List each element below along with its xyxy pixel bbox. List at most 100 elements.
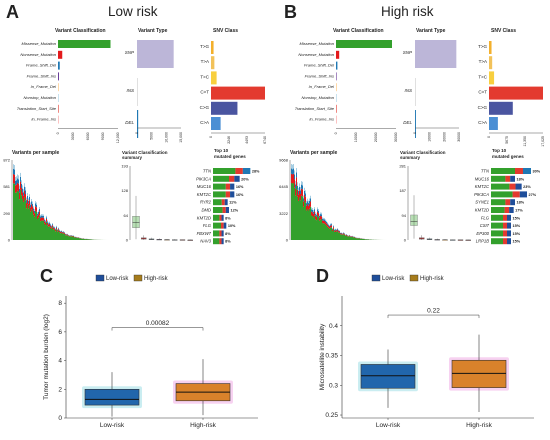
variants-per-sample-bar bbox=[338, 232, 339, 240]
variants-per-sample-bar bbox=[31, 198, 32, 202]
variants-per-sample-bar bbox=[301, 184, 302, 189]
top-gene-bar bbox=[219, 230, 222, 237]
variants-per-sample-bar bbox=[292, 169, 293, 175]
variants-per-sample-bar bbox=[329, 228, 330, 240]
variants-per-sample-bar bbox=[62, 231, 63, 233]
p-value-label: 0.00082 bbox=[146, 320, 170, 327]
variants-per-sample-bar bbox=[313, 213, 314, 218]
snv-class-bar bbox=[211, 71, 217, 85]
top-gene-bar bbox=[505, 199, 511, 206]
legend-label-high: High-risk bbox=[144, 276, 169, 282]
variants-per-sample-bar bbox=[339, 232, 340, 240]
variants-per-sample-bar bbox=[325, 220, 326, 223]
y-tick-label: 0.25 bbox=[325, 412, 338, 419]
top-gene-pct: 15% bbox=[513, 232, 521, 236]
top-gene-pct: 10% bbox=[228, 224, 236, 228]
variants-per-sample-title: Variants per sample bbox=[290, 150, 337, 156]
variants-per-sample-bar bbox=[312, 212, 313, 217]
variant-class-bar bbox=[58, 50, 63, 59]
variants-per-sample-bar bbox=[358, 238, 359, 240]
variants-per-sample-bar bbox=[314, 207, 315, 210]
snv-class-label: C>G bbox=[200, 105, 210, 110]
variants-per-sample-bar bbox=[42, 217, 43, 221]
variant-type-bar bbox=[137, 40, 174, 68]
variants-per-sample-bar bbox=[304, 187, 305, 191]
variant-class-bar bbox=[58, 115, 59, 124]
variants-per-sample-bar bbox=[296, 177, 297, 187]
variants-per-sample-bar bbox=[67, 234, 68, 236]
variants-per-sample-bar bbox=[66, 234, 67, 236]
variants-per-sample-bar bbox=[19, 192, 20, 200]
variants-per-sample-bar bbox=[21, 183, 22, 189]
variants-per-sample-bar bbox=[337, 228, 338, 230]
variants-per-sample-bar bbox=[335, 231, 336, 240]
variants-per-sample-bar bbox=[48, 222, 49, 224]
variants-per-sample-bar bbox=[309, 198, 310, 201]
snv-class-bar bbox=[489, 71, 495, 85]
variants-per-sample-bar bbox=[16, 192, 17, 240]
top-gene-bar bbox=[221, 230, 224, 237]
variants-per-sample-bar bbox=[62, 232, 63, 234]
vc-summary-title-2: summary bbox=[400, 155, 421, 160]
vcs-tick-label: 0 bbox=[126, 238, 129, 243]
variants-per-sample-bar bbox=[336, 229, 337, 230]
variants-per-sample-bar bbox=[18, 183, 19, 192]
variants-per-sample-bar bbox=[17, 174, 18, 179]
variants-per-sample-bar bbox=[30, 211, 31, 240]
variants-per-sample-bar bbox=[297, 182, 298, 186]
variants-per-sample-bar bbox=[22, 188, 23, 193]
variants-per-sample-bar bbox=[315, 212, 316, 214]
variants-per-sample-bar bbox=[54, 227, 55, 229]
variants-per-sample-bar bbox=[24, 197, 25, 240]
x-tick-label: High-risk bbox=[190, 422, 216, 429]
top-gene-bar bbox=[224, 199, 228, 206]
variants-per-sample-bar bbox=[42, 214, 43, 216]
variants-per-sample-bar bbox=[66, 235, 67, 240]
variants-per-sample-bar bbox=[56, 226, 57, 228]
variants-per-sample-bar bbox=[298, 200, 299, 240]
variants-per-sample-bar bbox=[297, 196, 298, 240]
top-gene-bar bbox=[225, 207, 229, 213]
top-gene-bar bbox=[504, 207, 510, 213]
box-body bbox=[451, 359, 507, 388]
variant-type-label: SNP bbox=[403, 50, 412, 55]
variants-per-sample-bar bbox=[293, 183, 294, 240]
top-gene-pct: 17% bbox=[515, 209, 523, 213]
variants-per-sample-bar bbox=[330, 227, 331, 240]
variants-per-sample-bar bbox=[54, 226, 55, 228]
variants-per-sample-bar bbox=[16, 184, 17, 193]
variant-class-label: Missense_Mutation bbox=[300, 41, 335, 46]
variants-per-sample-bar bbox=[65, 235, 66, 240]
variants-per-sample-bar bbox=[56, 229, 57, 240]
variants-per-sample-bar bbox=[295, 180, 296, 185]
variants-per-sample-bar bbox=[311, 211, 312, 216]
variant-class-bar bbox=[336, 61, 338, 70]
variants-per-sample-bar bbox=[84, 239, 85, 240]
variants-per-sample-bar bbox=[48, 224, 49, 227]
top-gene-bar bbox=[491, 230, 503, 237]
variants-per-sample-bar bbox=[302, 189, 303, 197]
vc-tick-label: 3000 bbox=[71, 132, 75, 140]
variants-per-sample-bar bbox=[64, 232, 65, 233]
snv-class-label: C>A bbox=[200, 120, 209, 125]
variants-per-sample-bar bbox=[295, 195, 296, 240]
variants-per-sample-bar bbox=[332, 228, 333, 230]
variants-per-sample-bar bbox=[52, 227, 53, 240]
variants-per-sample-bar bbox=[302, 181, 303, 186]
variant-class-bar bbox=[336, 83, 337, 92]
top-gene-pct: 28% bbox=[252, 170, 260, 174]
top-gene-bar bbox=[213, 175, 229, 182]
variant-class-label: Missense_Mutation bbox=[22, 41, 57, 46]
y-tick-label: 0.35 bbox=[325, 353, 338, 360]
variants-per-sample-bar bbox=[81, 238, 82, 240]
variants-per-sample-bar bbox=[356, 238, 357, 240]
variant-class-bar bbox=[336, 50, 340, 59]
variants-per-sample-bar bbox=[348, 236, 349, 237]
variants-per-sample-bar bbox=[18, 179, 19, 184]
variant-type-bar bbox=[415, 40, 457, 68]
variants-per-sample-bar bbox=[308, 203, 309, 206]
variants-per-sample-bar bbox=[291, 164, 292, 169]
variants-per-sample-bar bbox=[317, 207, 318, 210]
variants-per-sample-bar bbox=[327, 226, 328, 240]
variants-per-sample-bar bbox=[21, 195, 22, 240]
